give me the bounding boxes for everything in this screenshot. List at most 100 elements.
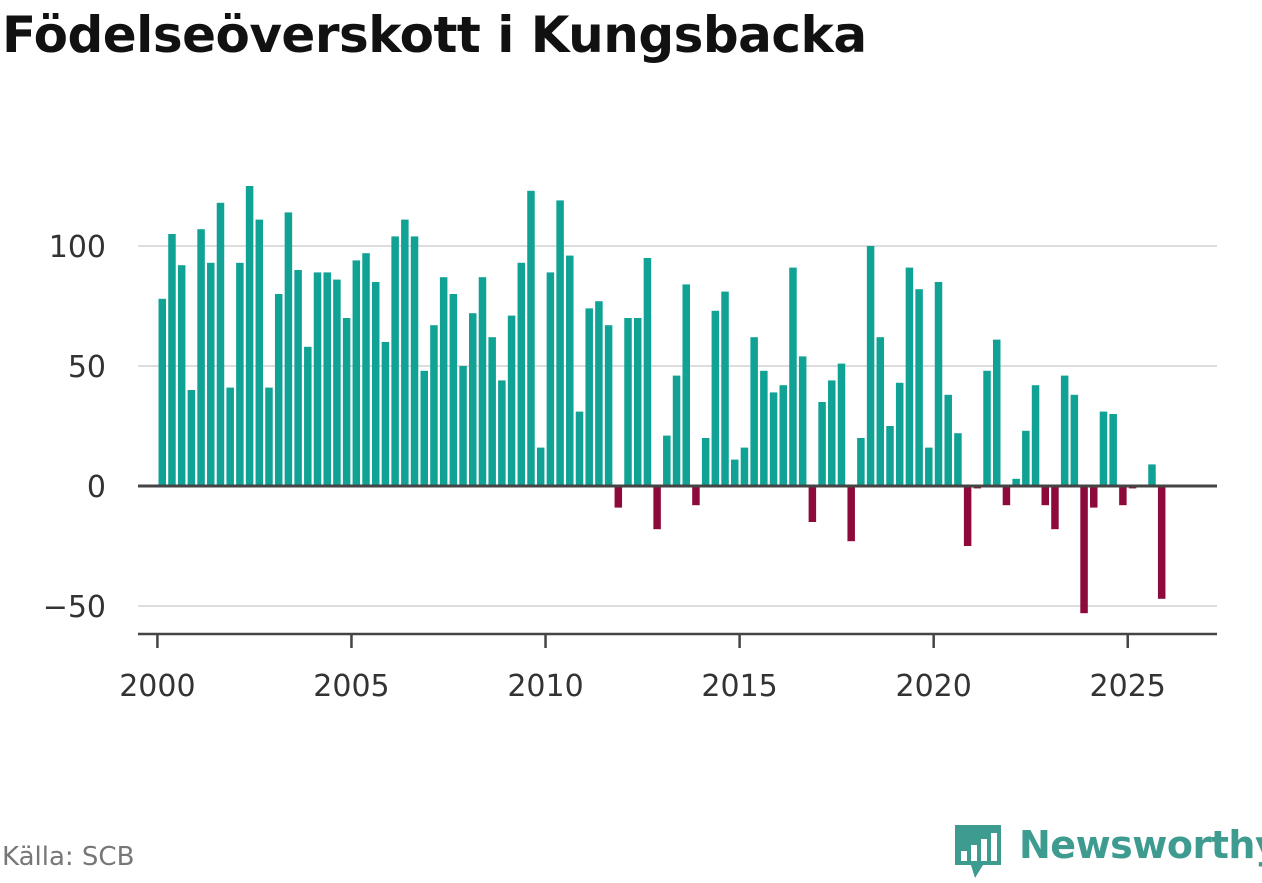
bar-2007-q4: [459, 366, 467, 486]
bar-2010-q1: [546, 272, 555, 486]
bar-2005-q1: [352, 260, 361, 486]
bar-2013-q1: [663, 435, 671, 486]
bar-2009-q3: [527, 190, 535, 487]
bar-2001-q1: [197, 229, 205, 486]
bar-2006-q3: [410, 236, 419, 486]
bar-2019-q3: [915, 289, 923, 486]
newsworthy-logo[interactable]: Newsworthy: [951, 821, 1262, 879]
x-tick-label: 2010: [507, 669, 583, 704]
bar-2012-q4: [653, 486, 661, 530]
bar-2013-q2: [672, 375, 681, 486]
bar-2025-q3: [1148, 464, 1156, 486]
bar-2024-q2: [1099, 411, 1108, 486]
bar-2002-q1: [236, 262, 244, 486]
bar-2011-q3: [604, 325, 613, 486]
bar-2002-q2: [245, 186, 254, 486]
bar-2004-q1: [313, 272, 322, 486]
bar-2005-q2: [362, 253, 370, 486]
bar-2017-q3: [837, 363, 846, 486]
bar-2007-q2: [439, 277, 448, 486]
bar-2003-q1: [274, 294, 283, 486]
axes: [138, 484, 1217, 648]
bar-2022-q3: [1031, 385, 1040, 486]
bar-2000-q3: [177, 265, 186, 486]
bar-2002-q4: [265, 387, 273, 486]
bar-2015-q4: [769, 392, 778, 486]
bar-2011-q1: [585, 308, 593, 486]
bar-2004-q3: [333, 279, 341, 486]
bar-2022-q1: [1012, 478, 1020, 486]
bar-2016-q2: [789, 267, 797, 486]
y-tick-label: 50: [68, 350, 106, 385]
bar-2010-q3: [566, 255, 574, 486]
bar-2023-q4: [1080, 486, 1088, 614]
bar-2008-q1: [469, 313, 477, 486]
bar-2006-q4: [420, 370, 428, 486]
bar-2005-q4: [381, 342, 390, 486]
bar-2018-q4: [886, 426, 894, 486]
bar-2025-q4: [1157, 486, 1166, 599]
bar-2014-q3: [721, 291, 729, 486]
bars: [158, 186, 1166, 614]
bar-2024-q3: [1109, 414, 1117, 486]
bar-2008-q4: [498, 380, 506, 486]
bar-2004-q4: [342, 318, 351, 486]
newsworthy-logo-icon: [955, 825, 1001, 878]
bar-2014-q4: [731, 459, 739, 486]
bar-2003-q3: [294, 270, 302, 486]
bar-2020-q3: [954, 433, 962, 486]
bar-2001-q3: [216, 202, 225, 487]
bar-2018-q2: [866, 246, 875, 486]
bar-2000-q1: [158, 298, 167, 486]
bar-2023-q1: [1051, 486, 1059, 530]
x-tick-label: 2015: [701, 669, 777, 704]
bar-2020-q4: [963, 486, 972, 546]
bar-2023-q3: [1070, 394, 1079, 486]
bar-2021-q4: [1002, 486, 1011, 506]
tick-labels: −50 0 50 100 2000 2005 2010 2015 2020 2025: [43, 230, 1166, 704]
bar-2009-q2: [517, 262, 526, 486]
bar-2007-q1: [430, 325, 438, 486]
y-tick-label: −50: [43, 590, 106, 625]
bar-2007-q3: [449, 294, 458, 486]
newsworthy-logo-text: Newsworthy: [1019, 823, 1262, 867]
bar-2003-q4: [304, 346, 312, 486]
bar-2013-q3: [682, 284, 690, 486]
bar-2003-q2: [284, 212, 293, 486]
bar-2016-q1: [779, 385, 788, 486]
bar-2018-q1: [857, 438, 865, 486]
bar-2014-q1: [701, 438, 710, 486]
y-tick-label: 100: [49, 230, 106, 265]
bar-2004-q2: [323, 272, 331, 486]
bar-2001-q4: [226, 387, 234, 486]
bar-2021-q2: [983, 370, 991, 486]
bar-2021-q3: [992, 339, 1001, 486]
bar-2024-q4: [1119, 486, 1127, 506]
bar-2009-q1: [507, 315, 516, 486]
bar-2012-q1: [624, 318, 632, 486]
bar-2017-q4: [847, 486, 855, 542]
bar-2000-q4: [187, 390, 196, 486]
x-tick-label: 2000: [119, 669, 195, 704]
bar-2017-q1: [818, 402, 826, 486]
bar-2001-q2: [207, 262, 215, 486]
bar-2012-q3: [643, 258, 652, 486]
bar-2016-q4: [808, 486, 817, 522]
bar-2011-q2: [595, 301, 603, 486]
y-tick-label: 0: [87, 470, 106, 505]
bar-2008-q3: [488, 337, 496, 486]
bar-2015-q3: [760, 370, 768, 486]
bar-2024-q1: [1090, 486, 1098, 508]
bar-2006-q1: [391, 236, 399, 486]
bar-2017-q2: [828, 380, 836, 486]
bar-2013-q4: [692, 486, 700, 506]
bar-2018-q3: [876, 337, 885, 486]
bar-2023-q2: [1060, 375, 1069, 486]
bar-2011-q4: [614, 486, 623, 508]
bar-2020-q2: [944, 394, 952, 486]
bar-2008-q2: [478, 277, 487, 486]
bar-2016-q3: [798, 356, 807, 486]
bar-2019-q2: [905, 267, 914, 486]
x-tick-label: 2020: [895, 669, 971, 704]
